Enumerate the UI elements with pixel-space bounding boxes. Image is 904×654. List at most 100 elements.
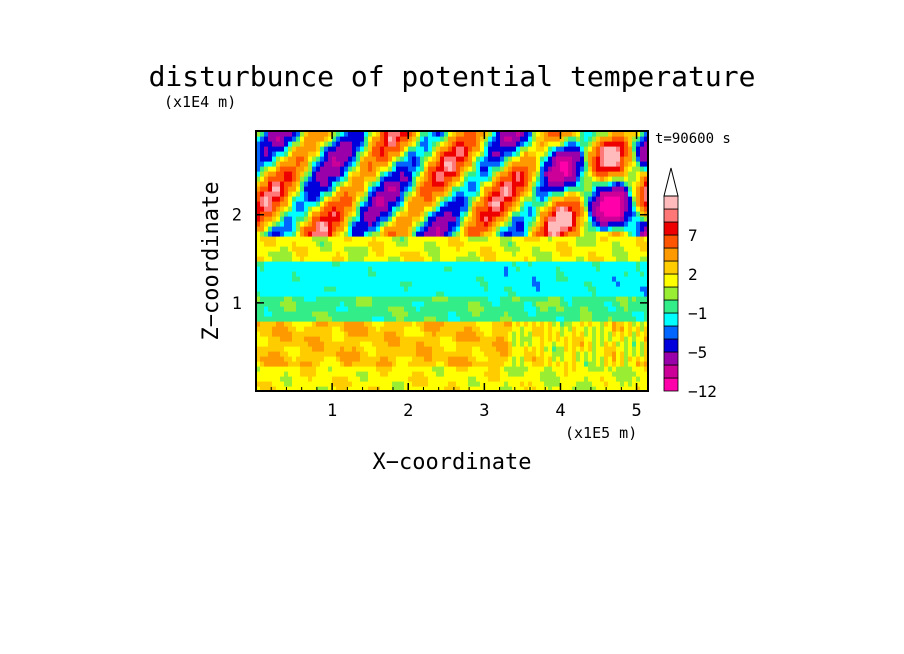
heatmap-cell: [324, 151, 329, 157]
heatmap-cell: [584, 366, 589, 372]
heatmap-cell: [336, 296, 341, 302]
heatmap-cell: [512, 261, 517, 267]
heatmap-cell: [264, 276, 269, 282]
heatmap-cell: [336, 216, 341, 222]
heatmap-cell: [516, 156, 521, 162]
heatmap-cell: [584, 196, 589, 202]
heatmap-cell: [272, 276, 277, 282]
heatmap-cell: [528, 361, 533, 367]
heatmap-cell: [412, 251, 417, 257]
heatmap-cell: [432, 211, 437, 217]
heatmap-cell: [288, 316, 293, 322]
heatmap-cell: [460, 306, 465, 312]
heatmap-cell: [500, 251, 505, 257]
heatmap-cell: [408, 231, 413, 237]
heatmap-cell: [484, 256, 489, 262]
heatmap-cell: [320, 241, 325, 247]
heatmap-cell: [384, 176, 389, 182]
heatmap-cell: [580, 226, 585, 232]
heatmap-cell: [524, 201, 529, 207]
heatmap-cell: [440, 131, 445, 137]
heatmap-cell: [404, 351, 409, 357]
heatmap-cell: [520, 136, 525, 142]
heatmap-cell: [424, 181, 429, 187]
heatmap-cell: [260, 381, 265, 387]
heatmap-cell: [552, 201, 557, 207]
heatmap-cell: [608, 316, 613, 322]
heatmap-cell: [588, 376, 593, 382]
heatmap-cell: [352, 341, 357, 347]
heatmap-cell: [260, 296, 265, 302]
heatmap-cell: [472, 326, 477, 332]
heatmap-cell: [624, 171, 629, 177]
heatmap-cell: [392, 386, 397, 391]
heatmap-cell: [324, 271, 329, 277]
heatmap-cell: [504, 321, 509, 327]
heatmap-cell: [492, 341, 497, 347]
heatmap-cell: [476, 231, 481, 237]
heatmap-cell: [380, 171, 385, 177]
heatmap-cell: [552, 231, 557, 237]
heatmap-cell: [372, 306, 377, 312]
heatmap-cell: [436, 266, 441, 272]
heatmap-cell: [272, 176, 277, 182]
heatmap-cell: [632, 376, 637, 382]
heatmap-cell: [604, 276, 609, 282]
heatmap-cell: [520, 371, 525, 377]
heatmap-cell: [348, 281, 353, 287]
heatmap-cell: [456, 376, 461, 382]
heatmap-cell: [256, 181, 261, 187]
heatmap-cell: [520, 161, 525, 167]
heatmap-cell: [352, 301, 357, 307]
heatmap-cell: [440, 261, 445, 267]
heatmap-cell: [424, 226, 429, 232]
heatmap-cell: [488, 196, 493, 202]
heatmap-cell: [400, 261, 405, 267]
heatmap-cell: [256, 211, 261, 217]
heatmap-cell: [444, 216, 449, 222]
heatmap-cell: [588, 366, 593, 372]
heatmap-cell: [416, 166, 421, 172]
heatmap-cell: [412, 351, 417, 357]
heatmap-cell: [424, 361, 429, 367]
heatmap-cell: [352, 211, 357, 217]
heatmap-cell: [376, 136, 381, 142]
heatmap-cell: [496, 366, 501, 372]
heatmap-cell: [616, 376, 621, 382]
heatmap-cell: [472, 286, 477, 292]
heatmap-cell: [620, 376, 625, 382]
heatmap-cell: [308, 176, 313, 182]
heatmap-cell: [528, 251, 533, 257]
heatmap-cell: [364, 326, 369, 332]
heatmap-cell: [308, 371, 313, 377]
heatmap-cell: [472, 246, 477, 252]
heatmap-cell: [548, 336, 553, 342]
heatmap-cell: [388, 336, 393, 342]
heatmap-cell: [628, 276, 633, 282]
heatmap-cell: [264, 181, 269, 187]
heatmap-cell: [400, 256, 405, 262]
heatmap-cell: [524, 236, 529, 242]
heatmap-cell: [568, 286, 573, 292]
heatmap-cell: [440, 386, 445, 391]
heatmap-cell: [612, 151, 617, 157]
heatmap-cell: [264, 156, 269, 162]
heatmap-cell: [440, 281, 445, 287]
heatmap-cell: [548, 281, 553, 287]
heatmap-cell: [320, 136, 325, 142]
heatmap-cell: [332, 221, 337, 227]
heatmap-cell: [436, 181, 441, 187]
heatmap-cell: [292, 386, 297, 391]
heatmap-cell: [308, 286, 313, 292]
heatmap-cell: [344, 336, 349, 342]
heatmap-cell: [292, 176, 297, 182]
heatmap-cell: [356, 226, 361, 232]
heatmap-cell: [384, 171, 389, 177]
heatmap-cell: [580, 311, 585, 317]
heatmap-cell: [596, 131, 601, 137]
heatmap-cell: [400, 361, 405, 367]
heatmap-cell: [584, 216, 589, 222]
heatmap-cell: [396, 301, 401, 307]
heatmap-cell: [608, 371, 613, 377]
heatmap-cell: [396, 341, 401, 347]
